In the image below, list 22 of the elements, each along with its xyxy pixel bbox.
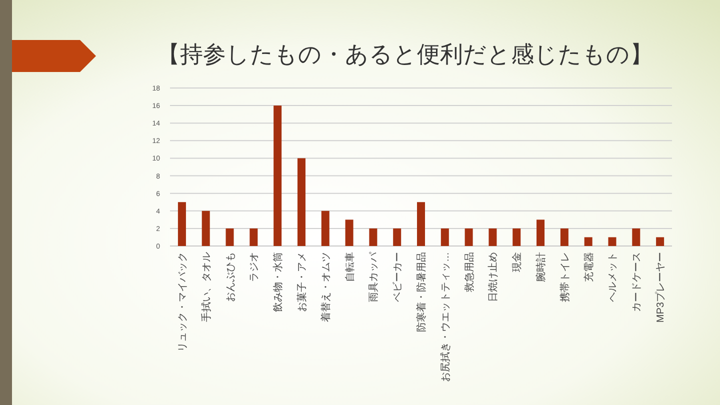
x-tick-label: 自転車 [344, 252, 356, 282]
title: 【持参したもの・あると便利だと感じたもの】 [157, 41, 653, 67]
x-tick-label: 充電器 [582, 252, 595, 282]
x-tick-label: お菓子・アメ [296, 252, 308, 312]
x-tick-label: 雨具カッパ [368, 251, 380, 302]
x-tick-label: お尻拭き・ウエットティッ… [439, 252, 452, 382]
x-tick-label: ベビーカー [392, 252, 404, 302]
x-tick-label: 救急用品 [463, 252, 476, 293]
x-tick-label: 飲み物・水筒 [272, 252, 284, 312]
x-tick-label: ヘルメット [608, 252, 619, 302]
x-tick-label: 現金 [511, 252, 524, 272]
x-tick-label: おんぶひも [225, 252, 236, 302]
x-tick-label: 携帯トイレ [558, 252, 571, 302]
x-tick-label: ラジオ [249, 252, 260, 282]
x-tick-label: 防寒着・防暑用品 [416, 252, 428, 332]
x-tick-label: カードケース [632, 252, 643, 312]
x-tick-label: 日焼け止め [487, 252, 500, 302]
x-tick-label: MP3プレーヤー [654, 252, 667, 323]
x-tick-label: リュック・マイバック [177, 252, 188, 352]
x-tick-label: 着替え・オムツ [320, 252, 332, 322]
x-tick-label: 手拭い、タオル [200, 252, 212, 322]
x-tick-label: 腕時計 [535, 252, 548, 282]
